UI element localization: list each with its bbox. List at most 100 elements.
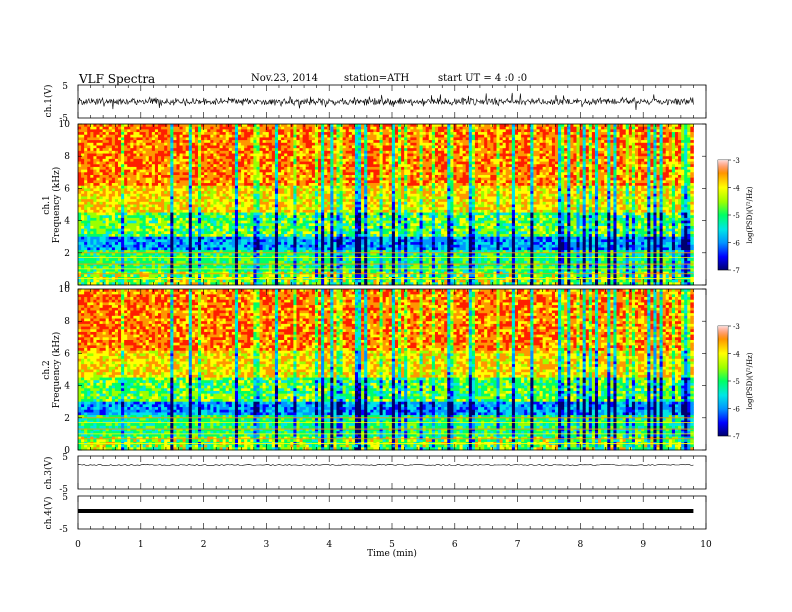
ch1-spectrogram-cell	[81, 124, 84, 127]
ch1-spectrogram-cell	[164, 218, 167, 221]
ch1-spectrogram-cell	[81, 215, 84, 218]
ch1-spectrogram-cell	[164, 223, 167, 226]
ch1-spectrogram-cell	[87, 269, 90, 272]
ch1-spectrogram-cell	[133, 247, 136, 250]
ch1-spectrogram-cell	[84, 272, 87, 275]
ch1-spectrogram-cell	[143, 261, 146, 264]
ch1-spectrogram-cell	[121, 164, 124, 167]
ch1-spectrogram-cell	[100, 245, 103, 248]
ch1-spectrogram-cell	[149, 127, 152, 130]
ch1-spectrogram-cell	[146, 167, 149, 170]
ch1-spectrogram-cell	[161, 188, 164, 191]
ch1-spectrogram-cell	[100, 196, 103, 199]
ch1-spectrogram-cell	[161, 180, 164, 183]
ch1-spectrogram-cell	[90, 242, 93, 245]
ch1-spectrogram-cell	[161, 191, 164, 194]
ch1-spectrogram-cell	[81, 223, 84, 226]
ch1-spectrogram-cell	[100, 178, 103, 181]
ch1-spectrogram-cell	[100, 274, 103, 277]
ch1-spectrogram-cell	[124, 274, 127, 277]
ch1-spectrogram-cell	[130, 202, 133, 205]
ch1-spectrogram-cell	[87, 229, 90, 232]
ch1-spectrogram-cell	[87, 191, 90, 194]
ch1-spectrogram-cell	[149, 239, 152, 242]
ch1-spectrogram-cell	[155, 129, 158, 132]
ch1-spectrogram-cell	[173, 207, 176, 210]
ch1-spectrogram-cell	[140, 234, 143, 237]
ch1-spectrogram-cell	[161, 124, 164, 127]
ch1-spectrogram-cell	[161, 245, 164, 248]
ch1-spectrogram-cell	[90, 183, 93, 186]
ch1-spectrogram-cell	[127, 145, 130, 148]
ch1-spectrogram-cell	[93, 261, 96, 264]
ch1-spectrogram-cell	[118, 258, 121, 261]
ch1-spectrogram-cell	[109, 151, 112, 154]
ch1-spectrogram-cell	[158, 170, 161, 173]
ch1-spectrogram-cell	[109, 245, 112, 248]
ch1-spectrogram-cell	[100, 129, 103, 132]
ch1-spectrogram-cell	[93, 247, 96, 250]
ch1-spectrogram-cell	[84, 226, 87, 229]
ch1-spectrogram-cell	[112, 253, 115, 256]
ch1-spectrogram-cell	[158, 231, 161, 234]
ch1-spectrogram-cell	[146, 137, 149, 140]
ch1-spectrogram-cell	[87, 274, 90, 277]
ch1-spectrogram-cell	[164, 196, 167, 199]
ch1-spectrogram-cell	[155, 229, 158, 232]
ch1-spectrogram-cell	[115, 170, 118, 173]
ch1-spectrogram-cell	[167, 202, 170, 205]
ch1-spectrogram-cell	[121, 145, 124, 148]
ch1-spectrogram-cell	[155, 207, 158, 210]
ch1-spectrogram-cell	[130, 180, 133, 183]
ch1-spectrogram-cell	[100, 229, 103, 232]
ch1-spectrogram-cell	[118, 188, 121, 191]
ch1-spectrogram-cell	[140, 242, 143, 245]
ch1-spectrogram-cell	[143, 167, 146, 170]
ch1-spectrogram-cell	[143, 199, 146, 202]
ch1-spectrogram-cell	[106, 234, 109, 237]
ch1-spectrogram-cell	[130, 258, 133, 261]
ch1-spectrogram-cell	[152, 129, 155, 132]
ch1-spectrogram-cell	[161, 172, 164, 175]
ch1-spectrogram-cell	[93, 170, 96, 173]
ch1-spectrogram-cell	[170, 269, 173, 272]
ch1-spectrogram-cell	[112, 272, 115, 275]
ch1-spectrogram-cell	[130, 255, 133, 258]
ch1-spectrogram-cell	[106, 129, 109, 132]
ch1-spectrogram-cell	[143, 234, 146, 237]
ch1-spectrogram-cell	[112, 172, 115, 175]
ch1-spectrogram-cell	[143, 188, 146, 191]
ch1-spectrogram-cell	[158, 239, 161, 242]
ch1-spectrogram-cell	[96, 186, 99, 189]
ch1-spectrogram-cell	[81, 237, 84, 240]
ch1-spectrogram-cell	[84, 215, 87, 218]
ch1-spectrogram-cell	[170, 148, 173, 151]
ch1-spectrogram-cell	[78, 180, 81, 183]
ch1-spectrogram-cell	[81, 137, 84, 140]
ch1-spectrogram-cell	[143, 135, 146, 138]
ch1-spectrogram-cell	[106, 247, 109, 250]
ch1-spectrogram-cell	[173, 186, 176, 189]
ch1-spectrogram-cell	[96, 156, 99, 159]
ch1-spectrogram-cell	[90, 135, 93, 138]
ch1-spectrogram-cell	[136, 140, 139, 143]
ch1-spectrogram-cell	[124, 156, 127, 159]
ch1-spectrogram-cell	[118, 207, 121, 210]
ch1-spectrogram-cell	[84, 237, 87, 240]
ch1-spectrogram-cell	[81, 242, 84, 245]
ch1-spectrogram-cell	[87, 124, 90, 127]
ch1-spectrogram-cell	[96, 205, 99, 208]
ch1-spectrogram-cell	[136, 272, 139, 275]
ch1-spectrogram-cell	[149, 245, 152, 248]
ch1-spectrogram-cell	[103, 210, 106, 213]
ch1-spectrogram-cell	[78, 245, 81, 248]
ch1-spectrogram-cell	[130, 196, 133, 199]
ch1-spectrogram-cell	[84, 234, 87, 237]
ch1-spectrogram-cell	[78, 167, 81, 170]
ch1-spectrogram-cell	[93, 196, 96, 199]
ch1-spectrogram-cell	[118, 143, 121, 146]
ch1-spectrogram-cell	[143, 269, 146, 272]
ch1-spectrogram-cell	[109, 210, 112, 213]
ch1-spectrogram-cell	[90, 272, 93, 275]
ch1-spectrogram-cell	[155, 234, 158, 237]
